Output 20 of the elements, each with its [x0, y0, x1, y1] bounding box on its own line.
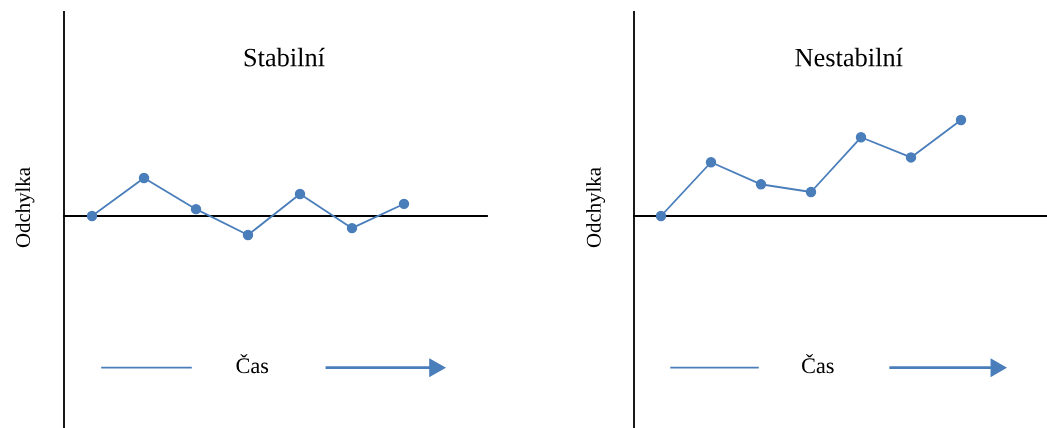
point	[190, 203, 202, 215]
point	[138, 172, 150, 184]
chart-title: Stabilní	[244, 47, 325, 67]
point	[242, 229, 254, 241]
y-axis-title: Odchylka	[586, 167, 606, 248]
chart-title: Nestabilní	[795, 47, 903, 67]
point	[955, 114, 967, 126]
point	[805, 186, 817, 198]
point	[705, 157, 717, 168]
y-axis-title: Odchylka	[15, 167, 35, 248]
x-axis-title: Čas	[236, 354, 269, 374]
point	[655, 210, 667, 222]
point	[294, 188, 306, 200]
point	[398, 198, 410, 210]
point	[905, 152, 917, 163]
point	[755, 179, 767, 190]
point	[855, 132, 867, 143]
point	[86, 210, 98, 222]
point	[346, 222, 358, 234]
x-axis-title: Čas	[802, 354, 834, 374]
